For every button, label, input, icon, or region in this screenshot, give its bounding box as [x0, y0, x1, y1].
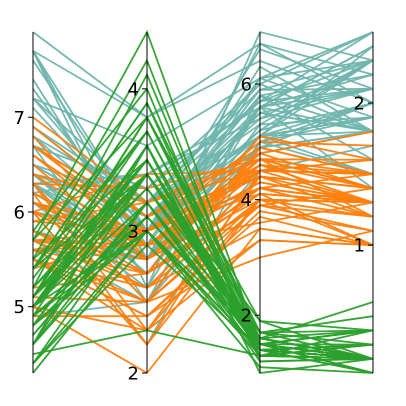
series-0-line-32	[32, 72, 374, 374]
series-0-line-43	[32, 158, 374, 340]
series-2-line-48	[32, 59, 374, 194]
axis-0-tick-label-1: 6	[14, 202, 25, 223]
axis-3-tick-label-0: 1	[354, 236, 365, 257]
axes: 5 6 7 2 3 4 2 4 6 1 2	[14, 32, 374, 385]
series-2-line-9	[32, 31, 374, 147]
series-0-line-18	[32, 115, 374, 346]
series-1-line-41	[32, 163, 374, 232]
series-0-line-41	[32, 329, 374, 357]
series-0-line-46	[32, 115, 374, 360]
series-2-line-29	[32, 94, 374, 233]
series-2-line-31	[32, 31, 374, 119]
series-2-line-17	[32, 42, 374, 119]
series-2-line-22	[32, 42, 374, 262]
series-0-line-48	[32, 129, 374, 360]
axis-3-tick-label-1: 2	[354, 94, 365, 115]
series-0-line-35	[32, 201, 374, 363]
axis-2-tick-label-0: 2	[241, 306, 252, 327]
series-1-line-35	[32, 159, 374, 213]
series-2-line-25	[32, 82, 374, 204]
series-1-line-31	[32, 215, 374, 318]
series-2-line-37	[32, 111, 374, 218]
series-0-line-13	[32, 229, 374, 374]
series-1-line-47	[32, 181, 374, 247]
axis-0-tick-label-2: 7	[14, 108, 25, 129]
series-1-line-20	[32, 130, 374, 223]
axis-0-tick-label-0: 5	[14, 297, 25, 318]
axis-1-tick-label-1: 3	[128, 221, 139, 242]
series-0-line-45	[32, 229, 374, 351]
axis-1-tick-label-2: 4	[128, 79, 139, 100]
axis-1-tick-label-0: 2	[128, 364, 139, 385]
series-0-line-42	[32, 200, 374, 365]
series-0-line-49	[32, 186, 374, 360]
axis-2-tick-label-2: 6	[241, 75, 252, 96]
series-2-line-35	[32, 50, 374, 233]
series-2-line-44	[32, 31, 374, 190]
series-lines	[32, 29, 374, 375]
axis-2-tick-label-1: 4	[241, 190, 252, 211]
